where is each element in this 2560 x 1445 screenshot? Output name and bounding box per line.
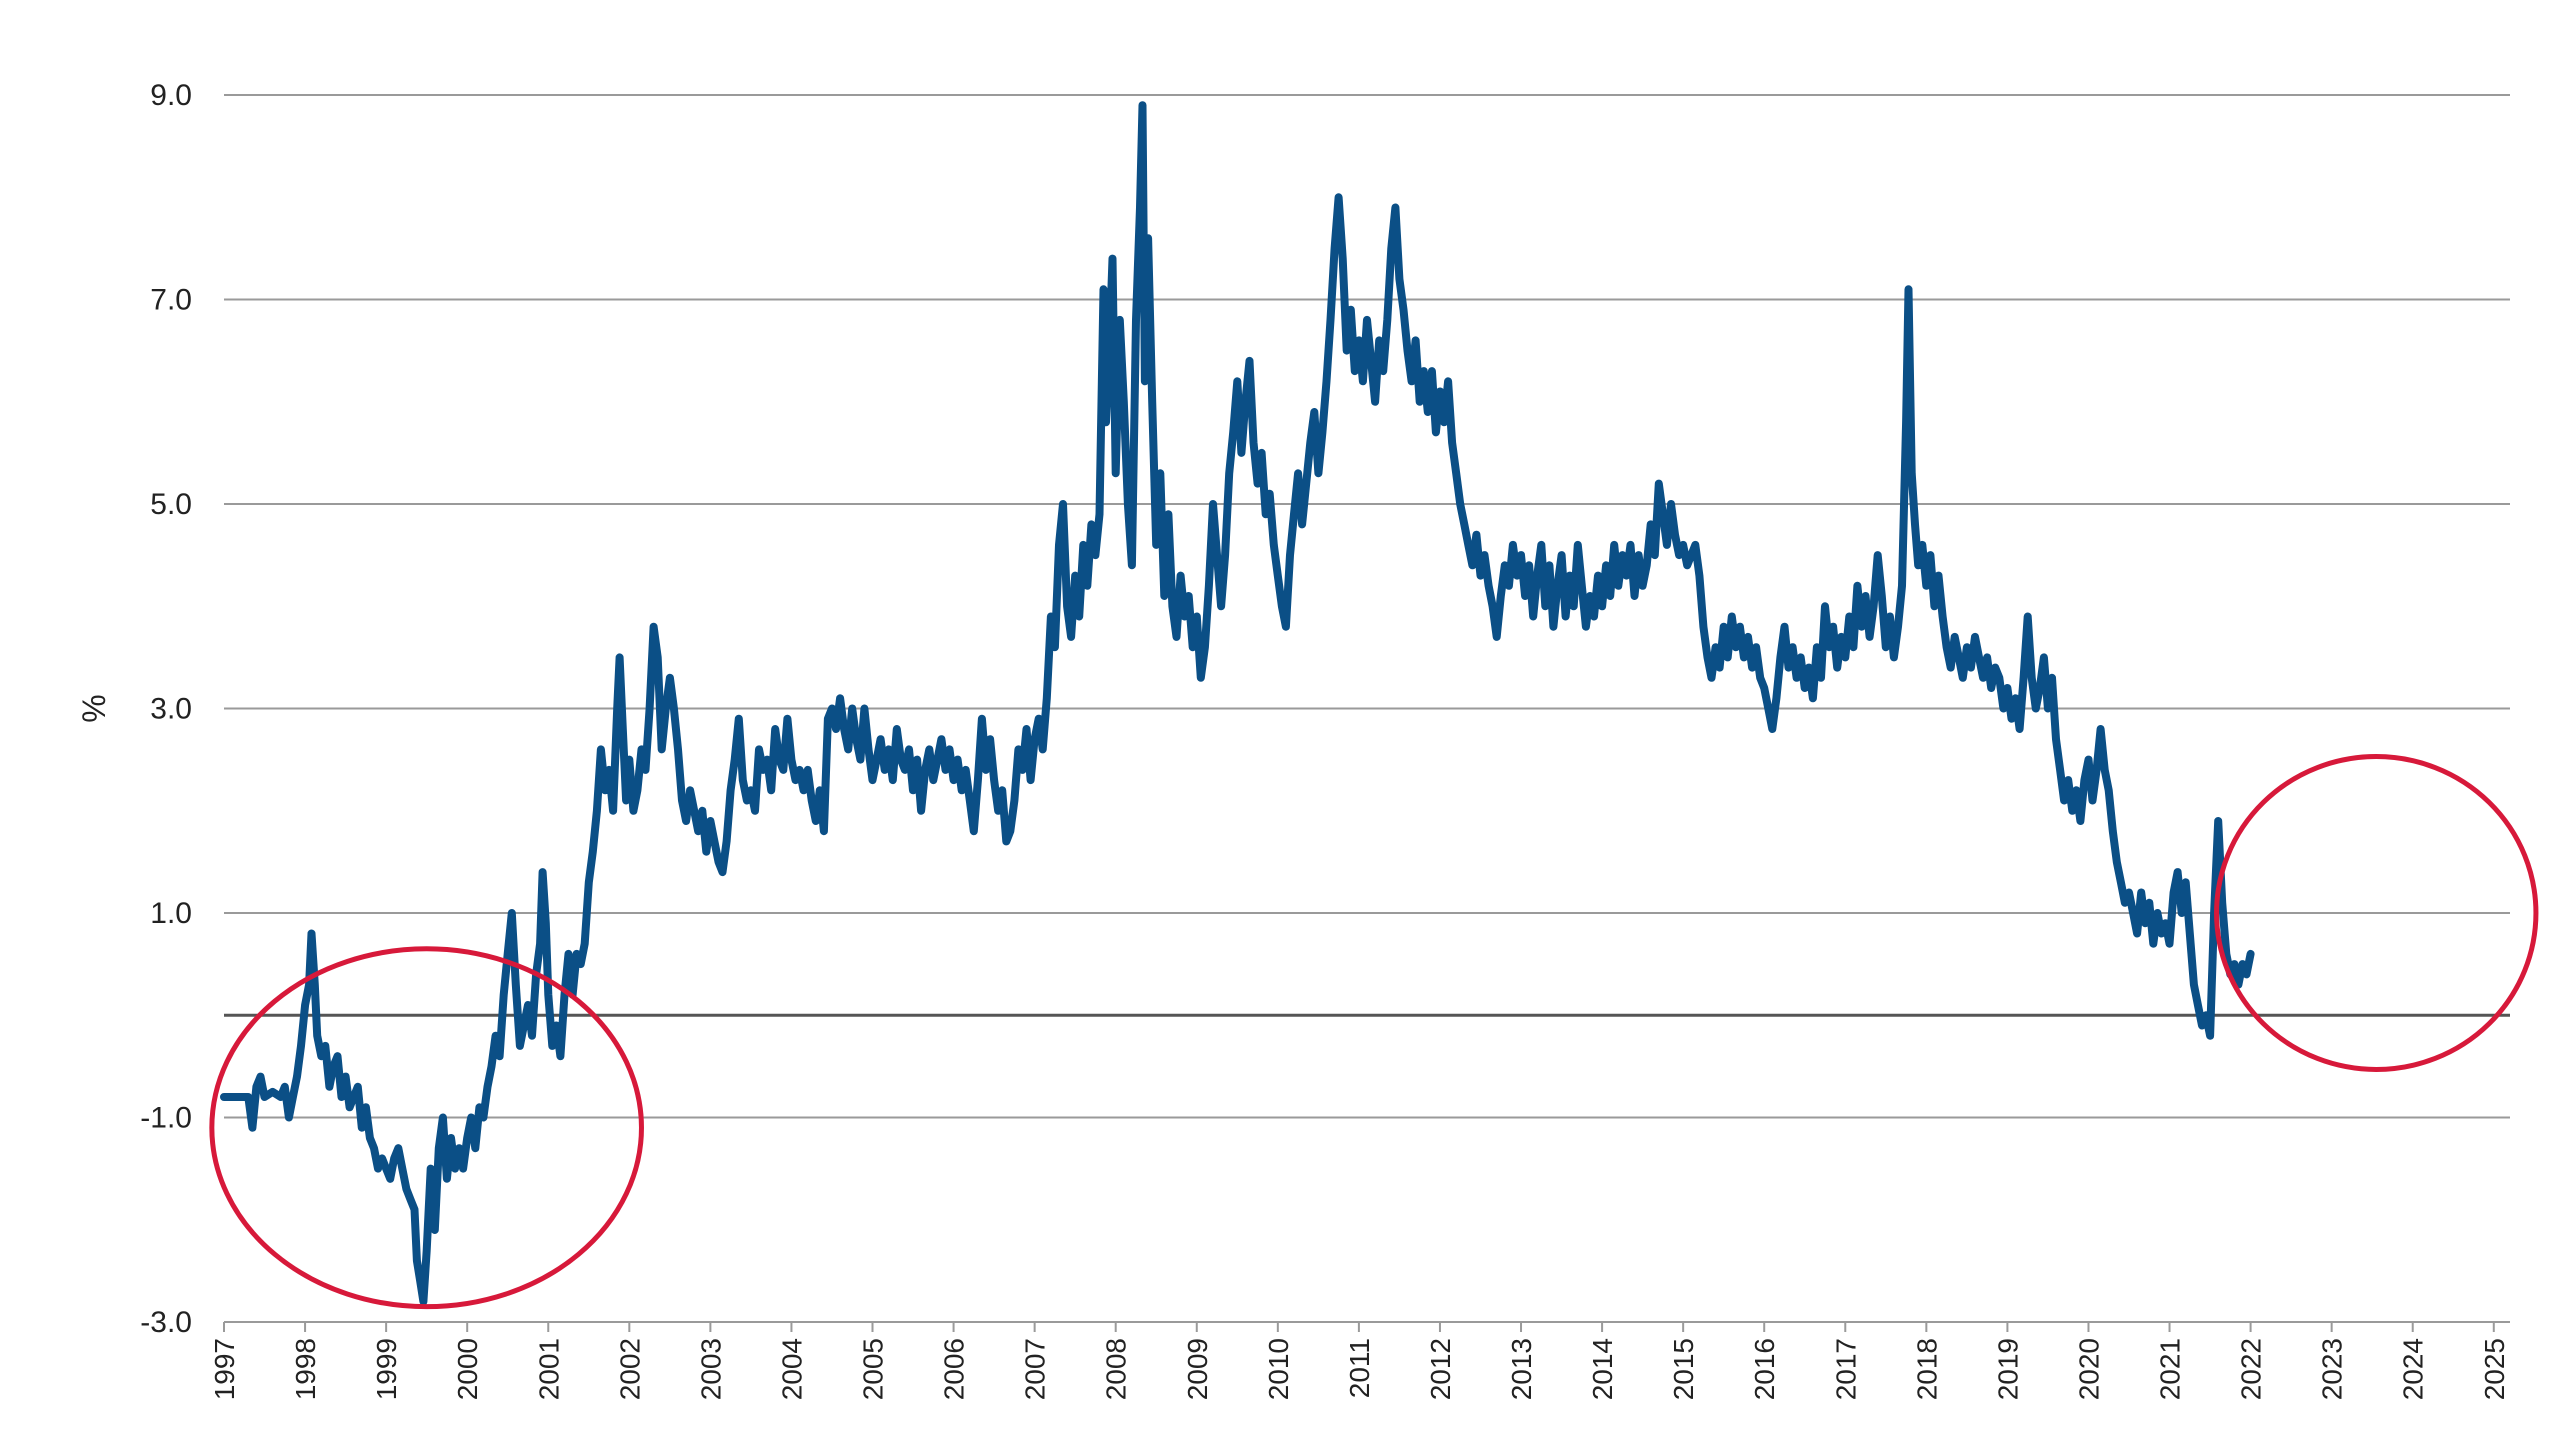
x-tick-label: 2013: [1506, 1338, 1537, 1400]
y-tick-label: 5.0: [150, 488, 192, 521]
x-tick-label: 1999: [371, 1338, 402, 1400]
y-axis-title: %: [76, 694, 112, 722]
x-axis-ticks: 1997 1998 1999 2000 2001 2002 2003 2004 2005 2006…: [209, 1322, 2510, 1400]
x-tick-label: 2012: [1425, 1338, 1456, 1400]
x-tick-label: 2017: [1830, 1338, 1861, 1400]
x-tick-label: 2019: [1992, 1338, 2023, 1400]
y-tick-label: 1.0: [150, 897, 192, 930]
highlight-ellipse: [2214, 754, 2539, 1072]
grid-layer: [224, 94, 2510, 1323]
x-tick-label: 2023: [2317, 1338, 2348, 1400]
x-tick-label: 2008: [1101, 1338, 1132, 1400]
x-tick-label: 2016: [1749, 1338, 1780, 1400]
x-tick-label: 2021: [2155, 1338, 2186, 1400]
y-tick-label: 7.0: [150, 284, 192, 317]
x-tick-label: 2022: [2236, 1338, 2267, 1400]
x-tick-label: 1998: [290, 1338, 321, 1400]
x-tick-label: 2003: [695, 1338, 726, 1400]
x-tick-label: 2011: [1344, 1338, 1375, 1398]
x-tick-label: 2015: [1668, 1338, 1699, 1400]
x-tick-label: 2018: [1911, 1338, 1942, 1400]
x-tick-label: 2007: [1020, 1338, 1051, 1400]
x-tick-label: 2009: [1182, 1338, 1213, 1400]
x-tick-label: 2020: [2073, 1338, 2104, 1400]
y-tick-label: -1.0: [140, 1102, 192, 1135]
series-layer: [220, 101, 2255, 1306]
x-tick-label: 2001: [533, 1338, 564, 1400]
x-tick-label: 2000: [452, 1338, 483, 1400]
x-tick-label: 2014: [1587, 1338, 1618, 1400]
highlight-ellipse: [209, 946, 644, 1310]
series-line: [220, 101, 2255, 1306]
x-tick-label: 2004: [776, 1338, 807, 1400]
x-tick-label: 2002: [614, 1338, 645, 1400]
annotation-layer: [209, 754, 2539, 1310]
y-tick-label: 9.0: [150, 79, 192, 112]
x-tick-label: 2005: [858, 1338, 889, 1400]
x-tick-label: 2010: [1263, 1338, 1294, 1400]
x-tick-label: 2024: [2398, 1338, 2429, 1400]
x-tick-label: 1997: [209, 1338, 240, 1400]
y-tick-label: -3.0: [140, 1306, 192, 1339]
x-tick-label: 2006: [939, 1338, 970, 1400]
y-tick-label: 3.0: [150, 693, 192, 726]
x-tick-label: 2025: [2479, 1338, 2510, 1400]
y-axis-ticks: 9.0 7.0 5.0 3.0 1.0 -1.0 -3.0: [140, 79, 192, 1339]
